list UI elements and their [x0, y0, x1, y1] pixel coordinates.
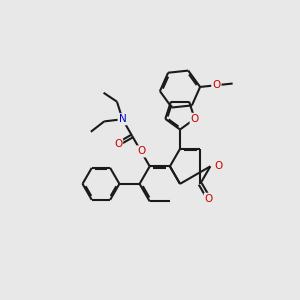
Text: O: O: [205, 194, 213, 204]
Text: N: N: [118, 114, 126, 124]
Text: O: O: [114, 139, 122, 149]
Text: O: O: [137, 146, 145, 156]
Text: O: O: [214, 161, 222, 171]
Text: O: O: [190, 114, 199, 124]
Text: O: O: [212, 80, 220, 90]
